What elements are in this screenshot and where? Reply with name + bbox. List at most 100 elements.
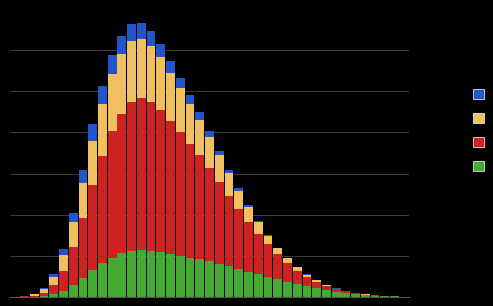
- Bar: [147, 102, 155, 251]
- Bar: [225, 174, 233, 196]
- Bar: [205, 137, 214, 168]
- Bar: [244, 271, 253, 297]
- Bar: [39, 296, 48, 297]
- Bar: [69, 213, 77, 222]
- Bar: [342, 293, 350, 297]
- Bar: [88, 140, 97, 185]
- Bar: [59, 271, 68, 291]
- Bar: [176, 88, 185, 132]
- Bar: [254, 233, 263, 274]
- Bar: [293, 271, 302, 284]
- Bar: [371, 296, 380, 297]
- Bar: [215, 182, 224, 264]
- Bar: [166, 121, 175, 254]
- Bar: [225, 196, 233, 267]
- Bar: [195, 259, 204, 297]
- Bar: [108, 258, 116, 297]
- Bar: [59, 249, 68, 255]
- Bar: [166, 73, 175, 121]
- Bar: [49, 294, 58, 297]
- Bar: [108, 55, 116, 74]
- Bar: [234, 191, 243, 209]
- Bar: [361, 295, 370, 297]
- Bar: [137, 250, 146, 297]
- Bar: [39, 293, 48, 296]
- Bar: [30, 294, 38, 296]
- Bar: [195, 155, 204, 259]
- Bar: [49, 277, 58, 285]
- Bar: [234, 188, 243, 191]
- Bar: [127, 251, 136, 297]
- Bar: [303, 286, 311, 297]
- Legend: , , , : , , ,: [468, 84, 492, 176]
- Bar: [195, 112, 204, 120]
- Bar: [322, 285, 331, 286]
- Bar: [254, 221, 263, 222]
- Bar: [371, 295, 380, 296]
- Bar: [312, 280, 321, 282]
- Bar: [273, 279, 282, 297]
- Bar: [254, 274, 263, 297]
- Bar: [273, 248, 282, 254]
- Bar: [137, 39, 146, 98]
- Bar: [293, 284, 302, 297]
- Bar: [303, 277, 311, 286]
- Bar: [176, 132, 185, 256]
- Bar: [322, 286, 331, 290]
- Bar: [98, 85, 107, 104]
- Bar: [322, 290, 331, 297]
- Bar: [205, 261, 214, 297]
- Bar: [117, 253, 126, 297]
- Bar: [147, 46, 155, 102]
- Bar: [69, 248, 77, 285]
- Bar: [78, 183, 87, 218]
- Bar: [88, 270, 97, 297]
- Bar: [234, 269, 243, 297]
- Bar: [69, 285, 77, 297]
- Bar: [166, 254, 175, 297]
- Bar: [351, 293, 360, 294]
- Bar: [234, 209, 243, 269]
- Bar: [20, 296, 29, 297]
- Bar: [264, 235, 272, 236]
- Bar: [312, 289, 321, 297]
- Bar: [49, 274, 58, 277]
- Bar: [156, 57, 165, 110]
- Bar: [108, 131, 116, 258]
- Bar: [59, 291, 68, 297]
- Bar: [88, 185, 97, 270]
- Bar: [156, 110, 165, 252]
- Bar: [39, 289, 48, 293]
- Bar: [244, 205, 253, 207]
- Bar: [98, 263, 107, 297]
- Bar: [303, 274, 311, 277]
- Bar: [39, 288, 48, 289]
- Bar: [49, 285, 58, 294]
- Bar: [127, 41, 136, 102]
- Bar: [273, 254, 282, 279]
- Bar: [117, 114, 126, 253]
- Bar: [117, 35, 126, 54]
- Bar: [381, 296, 389, 297]
- Bar: [283, 282, 292, 297]
- Bar: [215, 151, 224, 155]
- Bar: [332, 289, 341, 292]
- Bar: [69, 222, 77, 248]
- Bar: [137, 23, 146, 39]
- Bar: [88, 124, 97, 140]
- Bar: [166, 61, 175, 73]
- Bar: [186, 144, 194, 258]
- Bar: [225, 170, 233, 174]
- Bar: [127, 24, 136, 41]
- Bar: [186, 104, 194, 144]
- Bar: [215, 155, 224, 182]
- Bar: [332, 292, 341, 297]
- Bar: [98, 104, 107, 156]
- Bar: [30, 296, 38, 297]
- Bar: [283, 258, 292, 259]
- Bar: [98, 156, 107, 263]
- Bar: [176, 256, 185, 297]
- Bar: [283, 263, 292, 282]
- Bar: [127, 102, 136, 251]
- Bar: [215, 264, 224, 297]
